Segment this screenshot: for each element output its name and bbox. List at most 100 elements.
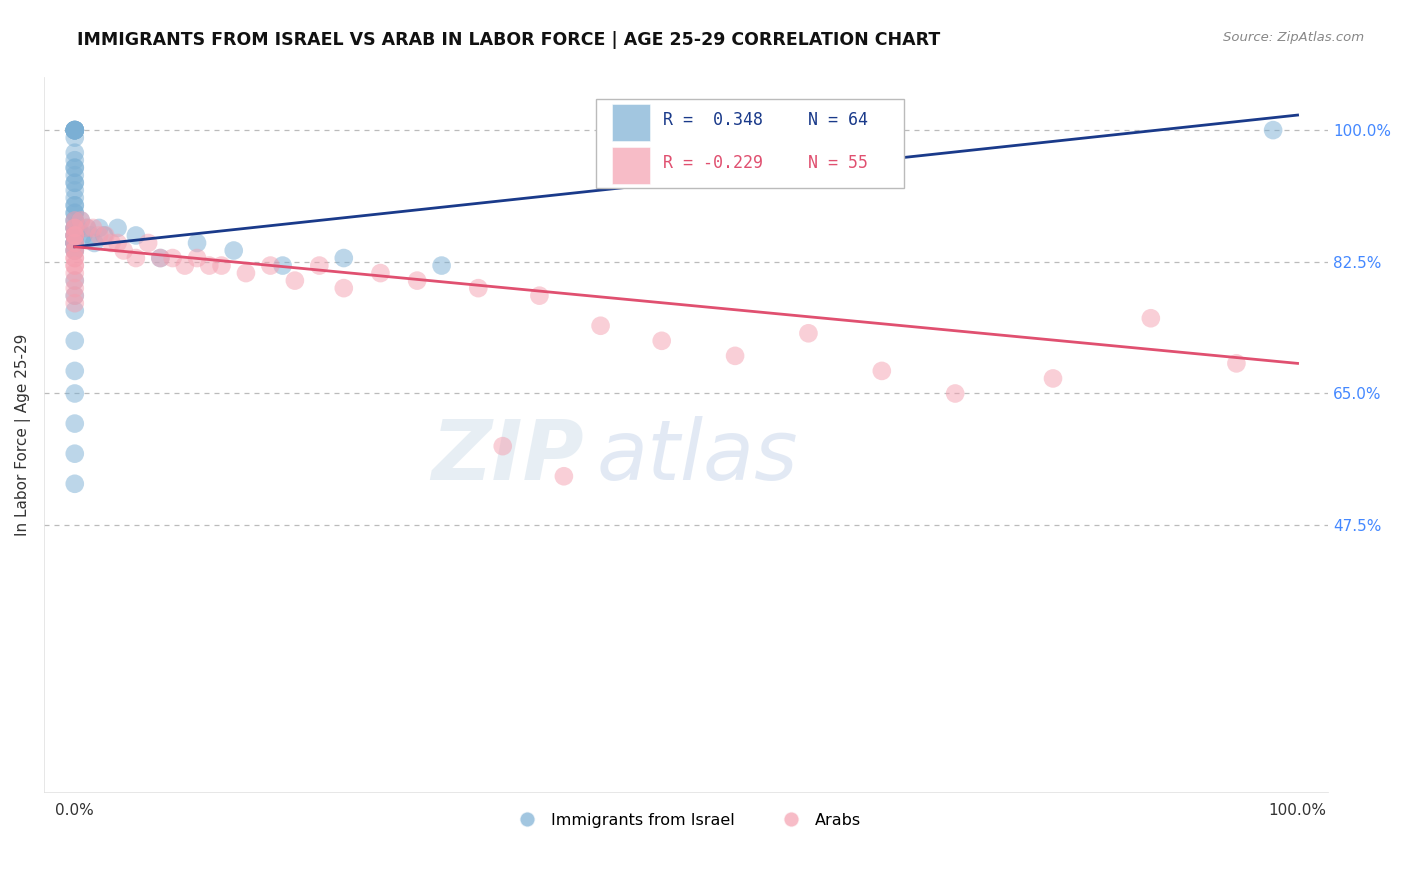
Point — [63, 191, 86, 205]
Point — [63, 213, 86, 227]
Point — [63, 228, 86, 243]
Point — [76, 221, 98, 235]
Point — [406, 274, 429, 288]
Point — [63, 244, 86, 258]
Point — [173, 259, 195, 273]
Text: IMMIGRANTS FROM ISRAEL VS ARAB IN LABOR FORCE | AGE 25-29 CORRELATION CHART: IMMIGRANTS FROM ISRAEL VS ARAB IN LABOR … — [77, 31, 941, 49]
Point — [63, 161, 86, 175]
Point — [333, 281, 356, 295]
FancyBboxPatch shape — [596, 99, 904, 188]
Point — [89, 221, 111, 235]
Point — [63, 198, 86, 212]
FancyBboxPatch shape — [612, 147, 650, 185]
Point — [63, 153, 86, 168]
Point — [63, 228, 86, 243]
Point — [63, 235, 86, 250]
Point — [63, 123, 86, 137]
Point — [63, 235, 86, 250]
Point — [63, 228, 86, 243]
Point — [125, 251, 148, 265]
Point — [308, 259, 330, 273]
Point — [72, 228, 94, 243]
Text: ZIP: ZIP — [430, 416, 583, 497]
Point — [63, 168, 86, 182]
Text: atlas: atlas — [596, 416, 799, 497]
Point — [529, 288, 551, 302]
Point — [870, 364, 893, 378]
Point — [63, 296, 86, 310]
Text: Source: ZipAtlas.com: Source: ZipAtlas.com — [1223, 31, 1364, 45]
Point — [589, 318, 612, 333]
Point — [63, 244, 86, 258]
Legend: Immigrants from Israel, Arabs: Immigrants from Israel, Arabs — [505, 806, 868, 834]
Point — [1225, 356, 1247, 370]
Point — [284, 274, 307, 288]
Point — [107, 235, 129, 250]
Point — [162, 251, 184, 265]
Point — [63, 266, 86, 280]
Point — [63, 386, 86, 401]
FancyBboxPatch shape — [612, 104, 650, 142]
Point — [63, 251, 86, 265]
Point — [63, 145, 86, 160]
Point — [93, 228, 115, 243]
Point — [63, 228, 86, 243]
Point — [63, 228, 86, 243]
Point — [222, 244, 245, 258]
Point — [1261, 123, 1284, 137]
Point — [82, 221, 104, 235]
Point — [63, 161, 86, 175]
Point — [553, 469, 575, 483]
Point — [63, 364, 86, 378]
Point — [63, 123, 86, 137]
Point — [63, 228, 86, 243]
Point — [1042, 371, 1064, 385]
Point — [100, 235, 122, 250]
Point — [63, 274, 86, 288]
Point — [1140, 311, 1163, 326]
Point — [79, 228, 101, 243]
Text: N = 64: N = 64 — [808, 111, 868, 129]
Point — [63, 259, 86, 273]
Point — [63, 235, 86, 250]
Point — [63, 206, 86, 220]
Point — [492, 439, 515, 453]
Point — [430, 259, 453, 273]
Y-axis label: In Labor Force | Age 25-29: In Labor Force | Age 25-29 — [15, 334, 31, 536]
Point — [943, 386, 966, 401]
Point — [63, 417, 86, 431]
Point — [149, 251, 172, 265]
Point — [63, 221, 86, 235]
Point — [67, 221, 90, 235]
Text: R = -0.229: R = -0.229 — [664, 153, 763, 172]
Point — [125, 228, 148, 243]
Point — [149, 251, 172, 265]
Point — [107, 221, 129, 235]
Point — [63, 288, 86, 302]
Point — [94, 228, 117, 243]
Point — [211, 259, 233, 273]
Point — [63, 447, 86, 461]
Point — [63, 206, 86, 220]
Point — [63, 235, 86, 250]
Point — [63, 176, 86, 190]
Point — [198, 259, 221, 273]
Point — [63, 288, 86, 302]
Point — [63, 176, 86, 190]
Point — [724, 349, 747, 363]
Point — [370, 266, 392, 280]
Point — [63, 198, 86, 212]
Point — [271, 259, 294, 273]
Point — [63, 213, 86, 227]
Point — [63, 221, 86, 235]
Point — [63, 221, 86, 235]
Point — [63, 123, 86, 137]
Point — [63, 259, 86, 273]
Point — [63, 251, 86, 265]
Point — [63, 235, 86, 250]
Point — [63, 244, 86, 258]
Point — [70, 213, 93, 227]
Point — [136, 235, 159, 250]
Point — [83, 235, 105, 250]
Text: R =  0.348: R = 0.348 — [664, 111, 763, 129]
